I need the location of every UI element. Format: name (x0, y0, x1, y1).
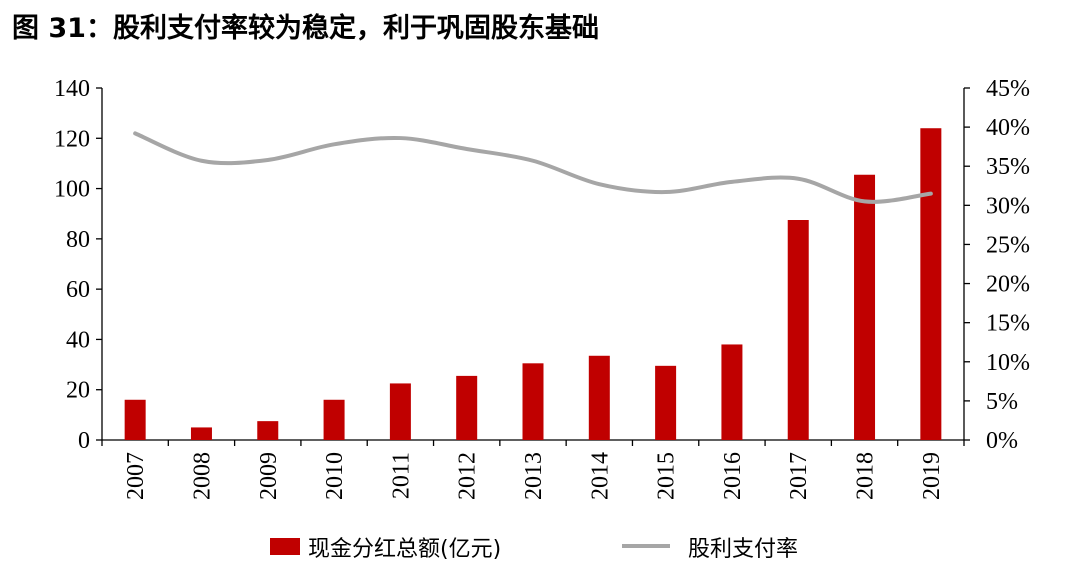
y-right-tick-label: 5% (986, 389, 1018, 415)
bar (124, 399, 146, 440)
x-tick-label: 2012 (455, 452, 481, 500)
figure-title: 图 31：股利支付率较为稳定，利于巩固股东基础 (12, 13, 599, 44)
legend: 现金分红总额(亿元) 股利支付率 (270, 537, 798, 562)
bar (588, 355, 610, 440)
y-right-tick-label: 10% (986, 350, 1030, 376)
y-left-tick-label: 120 (54, 126, 90, 152)
x-tick-label: 2018 (853, 452, 879, 500)
legend-swatch-bars (270, 538, 300, 555)
y-left-tick-label: 140 (54, 76, 90, 102)
axes: 0 20 40 60 80 100 120 140 0% 5% 10% 15% 20% 25% 30% 35%… (54, 76, 1030, 454)
bar (456, 375, 478, 440)
x-tick-label: 2008 (189, 452, 215, 500)
y-left-tick-label: 0 (78, 428, 90, 454)
bar (655, 365, 677, 440)
y-right-tick-label: 30% (986, 193, 1030, 219)
y-right-tick-label: 40% (986, 115, 1030, 141)
bar (920, 128, 942, 440)
x-tick-label: 2009 (256, 452, 282, 500)
y-right-tick-label: 0% (986, 428, 1018, 454)
x-tick-label: 2014 (587, 452, 613, 500)
bar (389, 383, 411, 440)
bar (522, 363, 544, 440)
x-tick-label: 2010 (322, 452, 348, 500)
x-tick-label: 2019 (919, 452, 945, 500)
legend-label-bars: 现金分红总额(亿元) (308, 537, 501, 562)
x-tick-label: 2015 (654, 452, 680, 500)
x-tick-label: 2017 (786, 452, 812, 500)
y-right-tick-label: 45% (986, 76, 1030, 102)
bar-series (124, 128, 942, 440)
y-right-tick-label: 15% (986, 311, 1030, 337)
x-tick-label: 2013 (521, 452, 547, 500)
bar (323, 399, 345, 440)
y-right-tick-label: 25% (986, 232, 1030, 258)
payout-ratio-line (133, 131, 933, 204)
y-left-tick-label: 100 (54, 177, 90, 203)
x-tick-label: 2016 (720, 452, 746, 500)
bar (190, 427, 212, 440)
legend-label-line: 股利支付率 (688, 537, 798, 562)
bar (854, 174, 876, 440)
y-left-tick-label: 20 (66, 378, 90, 404)
y-left-tick-label: 60 (66, 277, 90, 303)
y-left-tick-label: 40 (66, 327, 90, 353)
bar (721, 344, 743, 440)
line-series (133, 131, 933, 204)
y-right-tick-label: 20% (986, 272, 1030, 298)
x-tick-label: 2011 (388, 452, 414, 499)
x-tick-label: 2007 (123, 452, 149, 500)
y-right-tick-label: 35% (986, 154, 1030, 180)
bar (257, 421, 279, 440)
x-tick-labels: 2007 2008 2009 2010 2011 2012 2013 2014 2015 2016… (123, 452, 945, 500)
bar (787, 220, 809, 440)
y-left-tick-label: 80 (66, 227, 90, 253)
